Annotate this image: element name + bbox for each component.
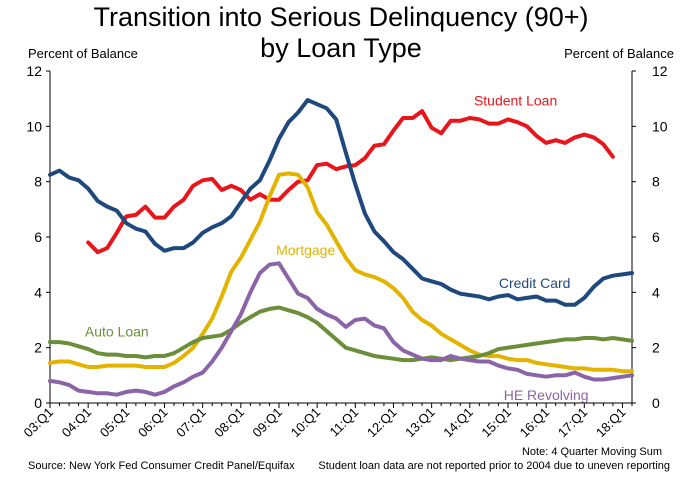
right-y-tick-label: 12 — [652, 63, 668, 79]
right-y-tick-label: 2 — [652, 340, 660, 356]
x-tick-label: 17:Q1 — [555, 405, 591, 441]
mortgage-line — [48, 171, 634, 374]
he-revolving-series-label: HE Revolving — [504, 387, 589, 403]
x-tick-label: 11:Q1 — [326, 405, 361, 440]
x-tick-label: 18:Q1 — [593, 405, 629, 441]
credit-card-line — [48, 98, 634, 307]
x-tick-label: 08:Q1 — [211, 405, 247, 441]
right-y-tick-label: 4 — [652, 284, 660, 300]
x-tick-label: 06:Q1 — [135, 405, 171, 441]
x-tick-label: 12:Q1 — [364, 405, 400, 441]
left-y-tick-label: 10 — [26, 118, 42, 134]
credit-card-series-label: Credit Card — [499, 275, 571, 291]
auto-loan-series-label: Auto Loan — [85, 324, 149, 340]
x-tick-label: 05:Q1 — [97, 405, 133, 441]
he-revolving-line — [48, 261, 634, 397]
x-tick-label: 09:Q1 — [249, 405, 285, 441]
left-axis-label: Percent of Balance — [28, 46, 138, 61]
chart-title-line-2: by Loan Type — [260, 33, 422, 63]
chart-title: Transition into Serious Delinquency (90+… — [0, 2, 682, 64]
x-tick-label: 14:Q1 — [440, 405, 476, 441]
left-y-tick-label: 0 — [34, 395, 42, 411]
moving-sum-note: Note: 4 Quarter Moving Sum — [521, 446, 662, 458]
right-axis-label: Percent of Balance — [564, 46, 674, 61]
left-y-tick-label: 6 — [34, 229, 42, 245]
x-tick-label: 04:Q1 — [59, 405, 95, 441]
right-y-tick-label: 6 — [652, 229, 660, 245]
right-y-tick-label: 8 — [652, 174, 660, 190]
student-loan-series-label: Student Loan — [474, 93, 557, 109]
chart-title-line-1: Transition into Serious Delinquency (90+… — [93, 2, 589, 32]
x-tick-label: 13:Q1 — [402, 405, 438, 441]
left-y-tick-label: 12 — [26, 63, 42, 79]
left-y-tick-label: 4 — [34, 284, 42, 300]
student-loan-line — [86, 109, 615, 255]
source-note: Source: New York Fed Consumer Credit Pan… — [28, 460, 295, 472]
right-y-tick-label: 0 — [652, 395, 660, 411]
x-tick-label: 16:Q1 — [517, 405, 553, 441]
auto-loan-line — [48, 305, 634, 363]
left-y-tick-label: 2 — [34, 340, 42, 356]
x-tick-label: 10:Q1 — [288, 405, 324, 441]
mortgage-series-label: Mortgage — [276, 242, 335, 258]
x-tick-label: 15:Q1 — [478, 405, 514, 441]
student-loan-note: Student loan data are not reported prior… — [318, 460, 670, 472]
x-tick-label: 07:Q1 — [173, 405, 209, 441]
right-y-tick-label: 10 — [652, 118, 668, 134]
left-y-tick-label: 8 — [34, 174, 42, 190]
